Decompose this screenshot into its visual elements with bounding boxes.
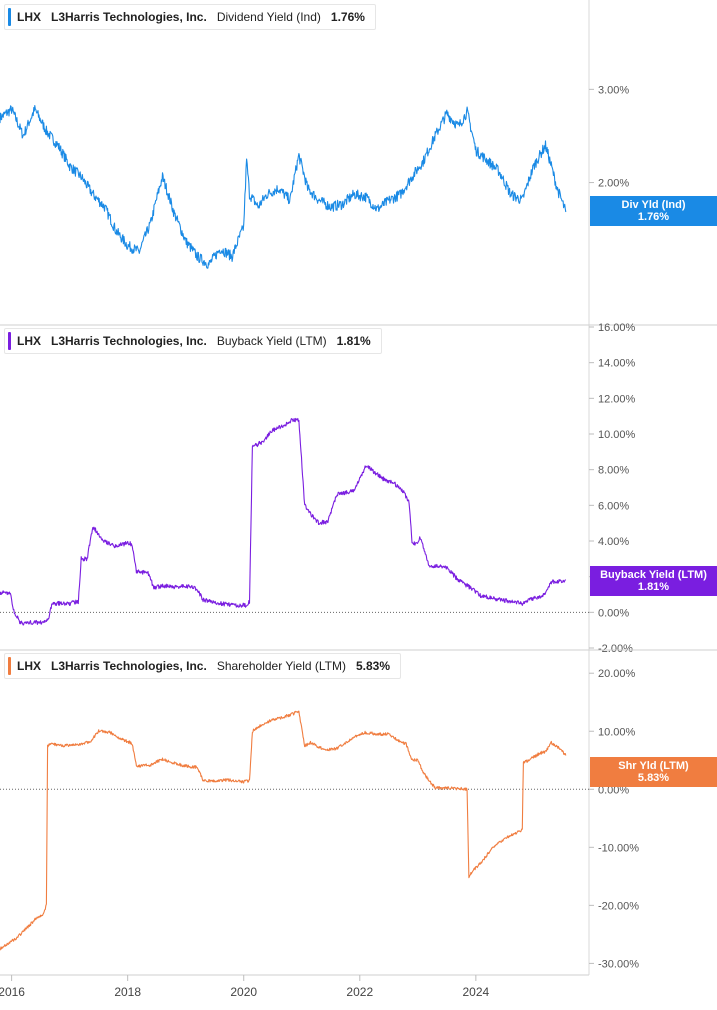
y-tick-label: -30.00% [598,958,639,970]
panel1-badge-value: 1.76% [637,211,670,223]
y-tick-label: 8.00% [598,465,629,477]
y-tick-label: 10.00% [598,429,636,441]
panel1-badge-name: Div Yld (Ind) [621,199,686,211]
y-tick-label: -10.00% [598,842,639,854]
y-tick-label: -2.00% [598,643,633,655]
panel1-legend[interactable]: LHX L3Harris Technologies, Inc. Dividend… [4,4,376,30]
panel1-last-value: 1.76% [330,10,365,24]
panel3-legend[interactable]: LHX L3Harris Technologies, Inc. Sharehol… [4,653,402,679]
series-line-panel1 [0,105,567,269]
y-tick-label: 3.00% [598,84,629,96]
y-tick-label: 6.00% [598,500,629,512]
panel3-ticker: LHX [17,659,41,673]
series-line-panel3 [0,710,567,951]
panel3-last-value: 5.83% [356,659,391,673]
panel2-badge-name: Buyback Yield (LTM) [600,569,707,581]
panel3-badge-name: Shr Yld (LTM) [618,760,689,772]
panel1-ticker: LHX [17,10,41,24]
x-tick-label: 2020 [230,985,257,999]
panel1-metric: Dividend Yield (Ind) [216,10,321,24]
y-tick-label: 20.00% [598,668,636,680]
series-line-panel2 [0,417,567,626]
panel2-legend[interactable]: LHX L3Harris Technologies, Inc. Buyback … [4,328,382,354]
x-tick-label: 2022 [346,985,373,999]
y-tick-label: 2.00% [598,178,629,190]
y-tick-label: 0.00% [598,784,629,796]
y-tick-label: 12.00% [598,393,636,405]
y-tick-label: 16.00% [598,322,636,334]
panel1-legend-swatch [8,8,11,26]
panel3-company: L3Harris Technologies, Inc. [51,659,207,673]
panel3-badge-value: 5.83% [637,772,670,784]
panel3-metric: Shareholder Yield (LTM) [216,659,346,673]
y-tick-label: 0.00% [598,607,629,619]
panel2-metric: Buyback Yield (LTM) [216,334,327,348]
panel2-ticker: LHX [17,334,41,348]
panel3-legend-swatch [8,657,11,675]
y-tick-label: 10.00% [598,726,636,738]
panel3-value-badge: Shr Yld (LTM) 5.83% [590,757,717,787]
x-tick-label: 2016 [0,985,25,999]
panel2-last-value: 1.81% [336,334,371,348]
panel2-legend-swatch [8,332,11,350]
panel2-value-badge: Buyback Yield (LTM) 1.81% [590,566,717,596]
panel1-company: L3Harris Technologies, Inc. [51,10,207,24]
panel1-value-badge: Div Yld (Ind) 1.76% [590,196,717,226]
y-tick-label: 14.00% [598,358,636,370]
x-tick-label: 2024 [462,985,489,999]
panel2-company: L3Harris Technologies, Inc. [51,334,207,348]
x-tick-label: 2018 [114,985,141,999]
y-tick-label: -20.00% [598,900,639,912]
panel2-badge-value: 1.81% [637,581,670,593]
y-tick-label: 4.00% [598,536,629,548]
